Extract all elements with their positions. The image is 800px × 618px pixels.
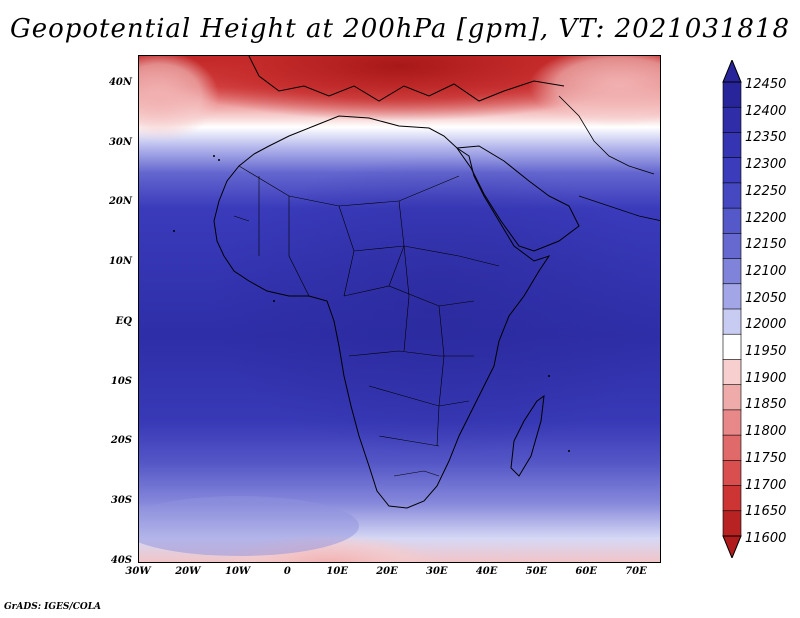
colorbar-swatch <box>722 233 742 260</box>
lon-tick-label: 20W <box>175 566 201 577</box>
lat-tick-label: 30S <box>110 494 132 506</box>
lon-tick-label: 0 <box>283 566 291 577</box>
colorbar-swatch <box>722 106 742 134</box>
lon-tick-label: 10W <box>225 566 251 577</box>
colorbar-level-label: 12450 <box>745 77 787 92</box>
lon-tick-label: 20E <box>376 566 398 577</box>
colorbar-level-label: 12400 <box>745 103 787 119</box>
colorbar-level-label: 11700 <box>745 477 787 493</box>
arabia-outline <box>456 145 580 252</box>
lat-tick-label: EQ <box>115 315 132 327</box>
colorbar-swatch <box>722 485 742 512</box>
colorbar-swatch <box>722 510 742 537</box>
colorbar-swatch <box>722 283 742 310</box>
lat-tick-label: 40S <box>110 554 132 566</box>
colorbar-level-label: 12000 <box>745 317 787 333</box>
lat-tick-label: 40N <box>108 77 132 88</box>
colorbar-swatch <box>722 308 742 335</box>
colorbar <box>722 60 742 558</box>
lon-tick-label: 50E <box>525 566 548 577</box>
colorbar-level-label: 12100 <box>745 263 787 279</box>
colorbar-level-label: 12200 <box>745 210 787 226</box>
colorbar-level-label: 12050 <box>745 290 787 306</box>
colorbar-swatch <box>722 460 742 487</box>
lon-tick-label: 40E <box>475 566 498 577</box>
colorbar-level-label: 12150 <box>745 237 787 253</box>
madagascar-outline <box>510 394 545 477</box>
colorbar-swatch <box>722 81 742 108</box>
plot-title: Geopotential Height at 200hPa [gpm], VT:… <box>9 14 791 44</box>
colorbar-swatch <box>722 384 742 411</box>
map-panel <box>138 55 661 563</box>
lon-tick-label: 70E <box>625 566 647 577</box>
colorbar-level-label: 12300 <box>745 157 787 173</box>
colorbar-level-label: 12350 <box>745 130 787 146</box>
lon-tick-label: 10E <box>326 566 348 577</box>
lat-tick-label: 20N <box>108 196 132 208</box>
colorbar-level-label: 11650 <box>745 504 787 520</box>
lat-tick-label: 20S <box>110 435 132 447</box>
colorbar-swatch <box>722 157 742 184</box>
colorbar-level-label: 11750 <box>745 450 787 466</box>
colorbar-swatch <box>722 258 742 285</box>
lat-tick-label: 10S <box>110 375 132 387</box>
colorbar-bottom-arrow <box>722 535 742 558</box>
colorbar-swatch <box>722 182 742 209</box>
height-field-map <box>139 56 660 562</box>
colorbar-level-label: 11850 <box>745 397 787 413</box>
colorbar-level-label: 11900 <box>745 370 787 386</box>
colorbar-swatch <box>722 207 742 234</box>
colorbar-swatch <box>722 434 742 461</box>
colorbar-swatch <box>722 333 742 361</box>
lat-tick-label: 10N <box>108 256 132 268</box>
colorbar-level-label: 11600 <box>745 531 787 546</box>
grads-credit: GrADS: IGES/COLA <box>4 602 102 612</box>
colorbar-level-label: 12250 <box>745 183 787 199</box>
lat-tick-label: 30N <box>108 136 132 148</box>
europe-coastline <box>248 56 565 102</box>
lon-tick-label: 60E <box>575 566 597 577</box>
colorbar-swatch <box>722 132 742 159</box>
colorbar-level-label: 11800 <box>745 424 787 440</box>
colorbar-level-label: 11950 <box>745 344 787 360</box>
colorbar-swatch <box>722 359 742 386</box>
colorbar-top-arrow <box>722 60 742 83</box>
lon-tick-label: 30E <box>426 566 448 577</box>
lon-tick-label: 30W <box>125 566 151 577</box>
colorbar-swatch <box>722 409 742 436</box>
africa-coastline <box>213 115 551 509</box>
